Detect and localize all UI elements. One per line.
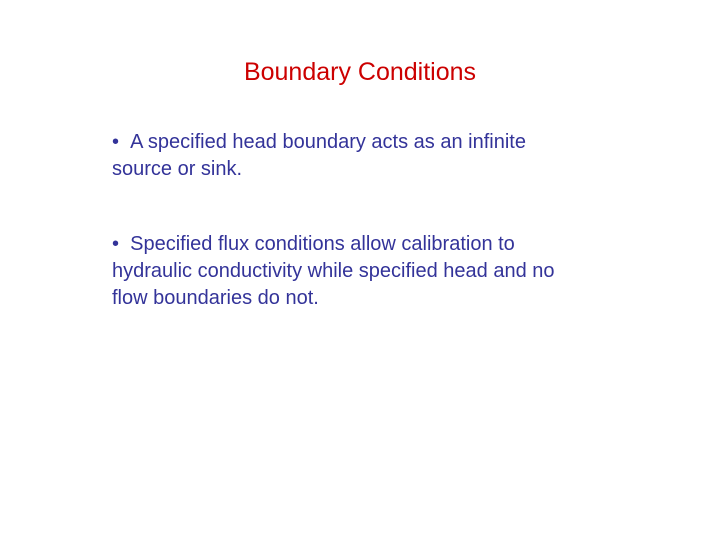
bullet-item-2: • Specified flux conditions allow calibr…	[112, 231, 590, 312]
bullet-marker: •	[112, 131, 119, 153]
slide-container: Boundary Conditions • A specified head b…	[0, 0, 720, 540]
bullet-marker: •	[112, 233, 119, 255]
bullet-item-1: • A specified head boundary acts as an i…	[112, 129, 590, 183]
slide-title: Boundary Conditions	[0, 58, 720, 87]
bullet-text: Specified flux conditions allow calibrat…	[112, 233, 555, 309]
slide-content: • A specified head boundary acts as an i…	[0, 129, 720, 312]
bullet-text: A specified head boundary acts as an inf…	[112, 131, 526, 180]
